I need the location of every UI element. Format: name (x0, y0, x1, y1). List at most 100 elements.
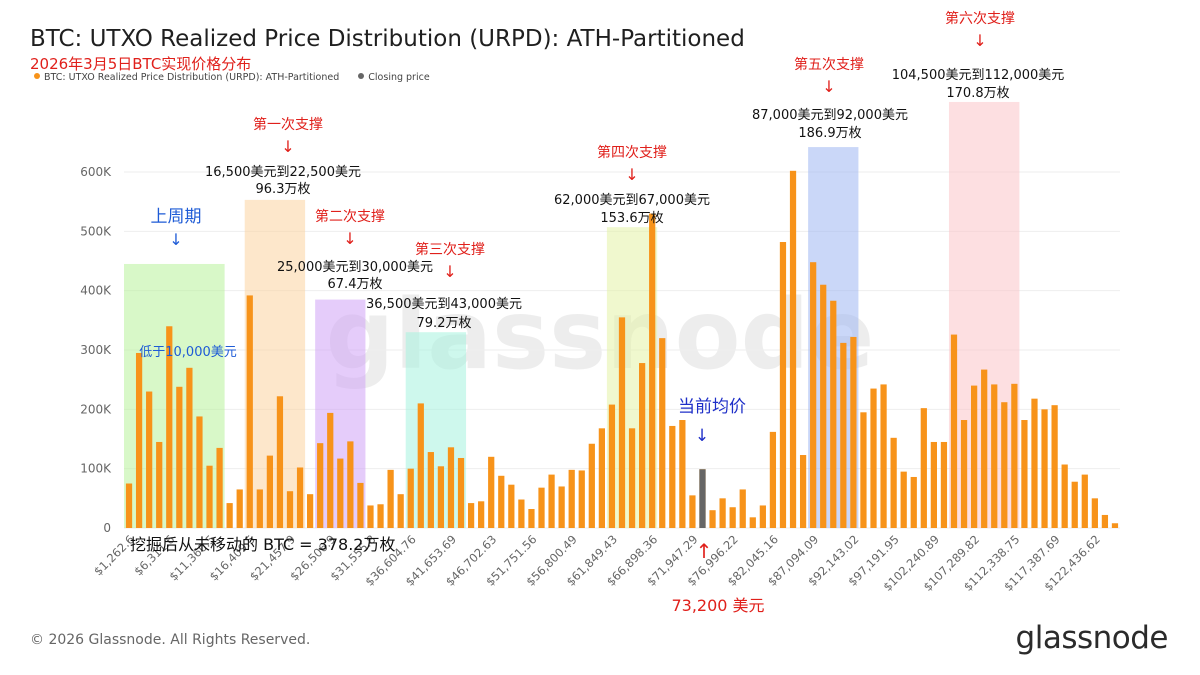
urpd-bar (367, 505, 374, 528)
urpd-bar (397, 494, 404, 528)
urpd-bar (296, 467, 304, 528)
y-tick-label: 0 (103, 521, 111, 535)
urpd-bar (789, 170, 797, 528)
urpd-bar (669, 425, 676, 528)
support-zone-5-arrow: ↓ (625, 165, 638, 184)
support-zone-3-title: 第二次支撑 (315, 208, 385, 225)
urpd-bar (860, 412, 867, 528)
urpd-bar (689, 495, 696, 528)
legend: BTC: UTXO Realized Price Distribution (U… (34, 72, 446, 83)
unmoved-btc-note: 挖掘后从未移动的 BTC = 378.2万枚 (130, 535, 395, 554)
support-zone-3-range: 25,000美元到30,000美元 (277, 260, 433, 275)
urpd-bar (1071, 481, 1078, 528)
urpd-bar (266, 455, 273, 528)
urpd-bar (618, 317, 626, 528)
urpd-bar (598, 428, 605, 528)
urpd-bar (991, 384, 998, 528)
urpd-bar (286, 491, 294, 528)
urpd-bar (769, 431, 777, 528)
urpd-bar (981, 369, 988, 528)
urpd-bar (166, 326, 173, 528)
urpd-bar (659, 338, 666, 528)
urpd-bar (317, 443, 324, 528)
urpd-bar (146, 391, 153, 528)
support-zone-2-range: 16,500美元到22,500美元 (205, 165, 361, 180)
urpd-bar (940, 441, 948, 528)
urpd-bar (870, 388, 877, 528)
urpd-bar (518, 499, 525, 528)
urpd-bar (880, 384, 887, 528)
urpd-bar (759, 505, 766, 528)
urpd-bar (478, 501, 485, 528)
urpd-bar (327, 412, 334, 528)
support-zone-1-title: 上周期 (151, 207, 202, 227)
urpd-bar (779, 242, 787, 528)
support-zone-3-arrow: ↓ (343, 229, 356, 248)
support-zone-2 (244, 199, 306, 529)
urpd-bar (840, 342, 847, 528)
urpd-bar (749, 517, 756, 528)
support-zone-5-range: 62,000美元到67,000美元 (554, 193, 710, 208)
support-zone-2-amount: 96.3万枚 (256, 182, 311, 197)
chart-title: BTC: UTXO Realized Price Distribution (U… (30, 26, 745, 52)
legend-closing-label: Closing price (368, 72, 430, 83)
urpd-bar (407, 468, 414, 528)
urpd-bar (608, 404, 616, 528)
support-zone-6-range: 87,000美元到92,000美元 (752, 108, 908, 123)
urpd-bar (457, 457, 465, 528)
support-zone-7-amount: 170.8万枚 (946, 86, 1009, 101)
urpd-bar (578, 470, 585, 528)
urpd-bar (1081, 474, 1088, 528)
urpd-bar (1051, 405, 1058, 528)
support-zone-4 (405, 332, 467, 528)
support-zone-6-arrow: ↓ (822, 77, 835, 96)
urpd-bar (820, 284, 827, 528)
chart-subtitle: 2026年3月5日BTC实现价格分布 (30, 55, 252, 73)
urpd-bar (639, 363, 646, 528)
urpd-bar (377, 504, 384, 528)
legend-urpd-swatch (34, 73, 40, 79)
urpd-bar (387, 469, 394, 528)
urpd-bar (679, 420, 686, 528)
urpd-bar (125, 483, 133, 528)
legend-item-urpd: BTC: UTXO Realized Price Distribution (U… (34, 72, 339, 83)
glassnode-logo: glassnode (1015, 620, 1169, 656)
urpd-bar (347, 441, 354, 528)
legend-urpd-label: BTC: UTXO Realized Price Distribution (U… (44, 72, 340, 83)
urpd-bar (1011, 383, 1018, 528)
urpd-bar (649, 213, 656, 529)
support-zone-7-title: 第六次支撑 (945, 10, 1015, 27)
urpd-bar (357, 482, 364, 528)
urpd-bar (558, 486, 565, 528)
copyright-notice: © 2026 Glassnode. All Rights Reserved. (30, 632, 311, 648)
support-zone-4-amount: 79.2万枚 (417, 316, 472, 331)
legend-item-closing-price: Closing price (358, 72, 430, 83)
urpd-bar (910, 476, 917, 528)
urpd-bar (135, 352, 143, 528)
urpd-bar (850, 336, 857, 528)
price-marker-label: 73,200 美元 (671, 596, 764, 615)
y-tick-label: 100K (80, 462, 112, 476)
urpd-bar (1061, 464, 1068, 528)
urpd-bar (799, 455, 807, 528)
urpd-bar (1001, 402, 1008, 528)
legend-closing-swatch (358, 73, 365, 79)
urpd-bar (890, 437, 897, 528)
urpd-bar (900, 471, 907, 528)
support-zone-2-arrow: ↓ (281, 137, 294, 156)
urpd-bar (588, 443, 595, 528)
urpd-bar (568, 469, 575, 528)
urpd-bar (186, 367, 193, 528)
y-tick-label: 200K (80, 402, 112, 416)
urpd-bar (216, 447, 223, 528)
current-avg-arrow: ↓ (695, 426, 709, 446)
urpd-bar (930, 441, 937, 528)
urpd-bar (528, 509, 535, 528)
urpd-bar (437, 466, 445, 528)
urpd-bar (256, 489, 263, 528)
urpd-bar (226, 503, 233, 528)
support-zone-1-inner-label: 低于10,000美元 (139, 345, 237, 360)
support-zone-2-title: 第一次支撑 (253, 116, 323, 133)
urpd-bar (709, 510, 716, 528)
